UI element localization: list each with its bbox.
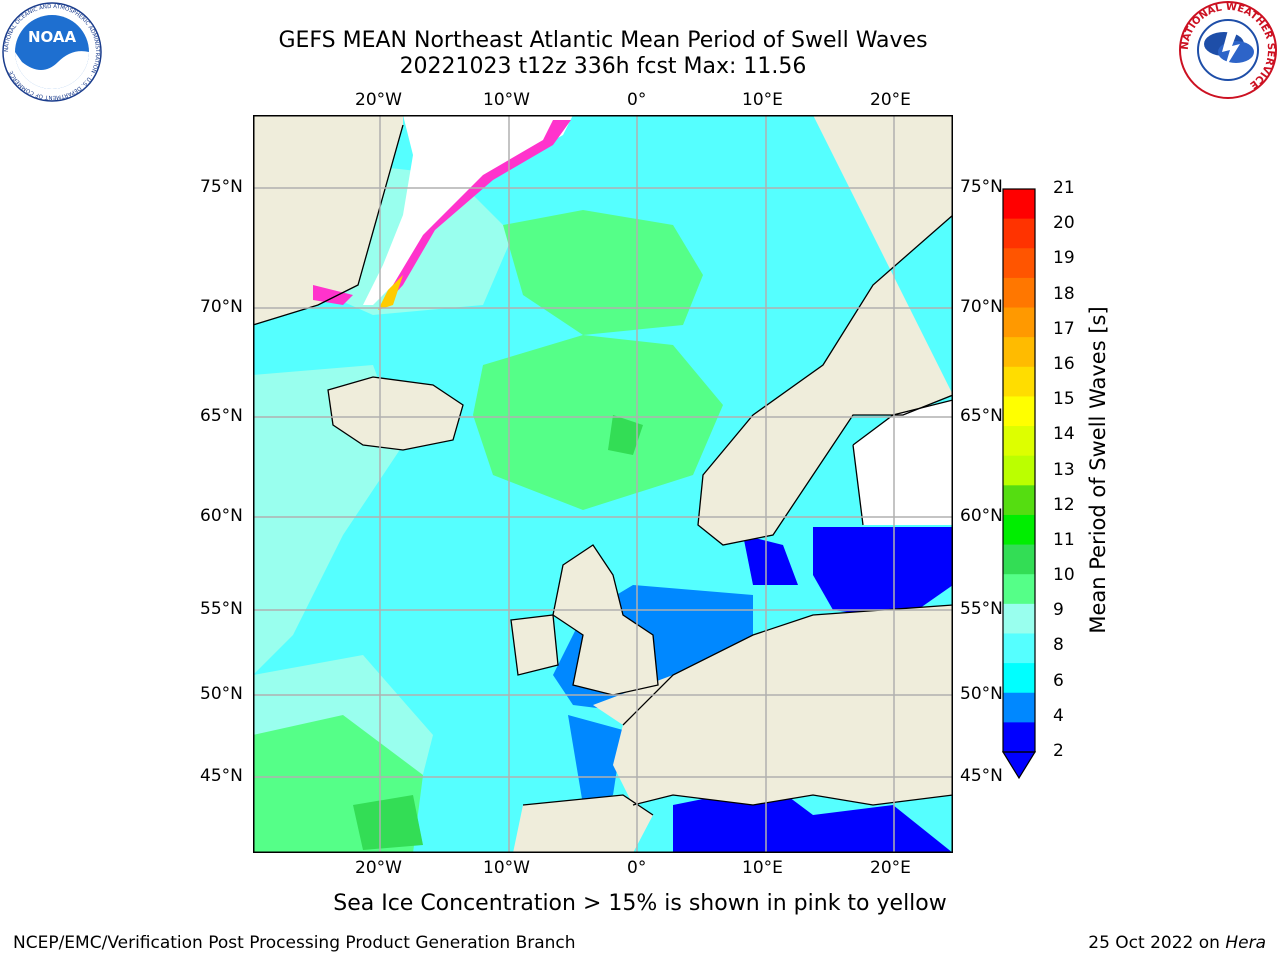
colorbar-band: [1003, 189, 1035, 220]
colorbar-band: [1003, 337, 1035, 368]
lat-tick-left: 45°N: [200, 766, 243, 786]
iceland-land: [328, 377, 463, 450]
lat-tick-right: 50°N: [960, 684, 1003, 704]
colorbar-tick: 14: [1053, 424, 1075, 445]
chart-title: GEFS MEAN Northeast Atlantic Mean Period…: [278, 28, 928, 53]
continental-europe-land: [593, 605, 953, 805]
colorbar-band: [1003, 633, 1035, 664]
chart-subtitle: 20221023 t12z 336h fcst Max: 11.56: [399, 54, 807, 79]
colorbar-tick: 12: [1053, 494, 1075, 515]
colorbar-band: [1003, 218, 1035, 249]
colorbar-tick: 18: [1053, 283, 1075, 304]
colorbar-band: [1003, 514, 1035, 546]
lon-tick-top: 20°W: [355, 90, 402, 110]
colorbar-tick: 2: [1053, 741, 1064, 761]
lat-tick-right: 70°N: [960, 297, 1003, 317]
colorbar-tick: 11: [1053, 529, 1075, 550]
colorbar-band: [1003, 366, 1035, 398]
graticule: [253, 115, 953, 853]
colorbar-band: [1003, 396, 1035, 427]
colorbar: [1001, 188, 1037, 780]
lon-tick-top: 10°W: [483, 90, 530, 110]
colorbar-tick: 19: [1053, 248, 1075, 269]
sea-ice-area: [363, 115, 573, 305]
colorbar-band: [1003, 426, 1035, 457]
sea-ice-note: Sea Ice Concentration > 15% is shown in …: [333, 891, 947, 916]
colorbar-label: Mean Period of Swell Waves [s]: [1086, 306, 1110, 634]
lon-tick-top: 20°E: [870, 90, 911, 110]
lat-tick-left: 60°N: [200, 506, 243, 526]
colorbar-band: [1003, 277, 1035, 309]
colorbar-tick: 13: [1053, 459, 1075, 480]
lon-tick-bottom: 20°E: [870, 858, 911, 878]
colorbar-tick: 15: [1053, 389, 1075, 410]
footer-host: Hera: [1225, 933, 1266, 953]
colorbar-extend-arrow: [1001, 751, 1037, 780]
colorbar-tick: 20: [1053, 213, 1075, 234]
colorbar-band: [1003, 455, 1035, 486]
lat-tick-right: 65°N: [960, 406, 1003, 426]
colorbar-tick: 8: [1053, 635, 1064, 656]
lat-tick-left: 50°N: [200, 684, 243, 704]
ireland-land: [511, 615, 558, 675]
green-swell-area: [503, 210, 703, 335]
lat-tick-left: 75°N: [200, 177, 243, 197]
map-panel: [252, 115, 954, 853]
colorbar-band: [1003, 663, 1035, 694]
lon-tick-bottom: 20°W: [355, 858, 402, 878]
sea-ice-edge: [383, 120, 571, 307]
colorbar-band: [1003, 574, 1035, 605]
colorbar-tick: 10: [1053, 565, 1075, 586]
footer-credit: NCEP/EMC/Verification Post Processing Pr…: [13, 933, 576, 953]
colorbar-band: [1003, 307, 1035, 338]
colorbar-tick: 16: [1053, 353, 1075, 374]
lon-tick-bottom: 10°E: [742, 858, 783, 878]
greenland-land: [253, 115, 403, 325]
colorbar-tick: 6: [1053, 670, 1064, 691]
baltic-sea: [813, 527, 953, 620]
colorbar-band: [1003, 485, 1035, 516]
scandinavia-land: [698, 115, 953, 545]
colorbar-band: [1003, 692, 1035, 723]
bright-green-area: [353, 795, 423, 850]
lat-tick-left: 65°N: [200, 406, 243, 426]
iberia-land: [513, 795, 653, 853]
colorbar-tick: 17: [1053, 318, 1075, 339]
svg-text:NOAA: NOAA: [28, 28, 77, 46]
great-britain-land: [553, 545, 658, 695]
lat-tick-left: 70°N: [200, 297, 243, 317]
nws-logo: NATIONAL WEATHER SERVICE: [1178, 0, 1278, 100]
lon-tick-bottom: 0°: [627, 858, 647, 878]
colorbar-tick: 4: [1053, 705, 1064, 726]
lat-tick-right: 45°N: [960, 766, 1003, 786]
lat-tick-right: 55°N: [960, 599, 1003, 619]
colorbar-band: [1003, 722, 1035, 753]
colorbar-tick: 9: [1053, 600, 1064, 621]
swell-period-map: [252, 115, 954, 853]
colorbar-band: [1003, 603, 1035, 635]
colorbar-band: [1003, 544, 1035, 575]
lon-tick-top: 0°: [627, 90, 647, 110]
lat-tick-right: 60°N: [960, 506, 1003, 526]
colorbar-band: [1003, 248, 1035, 279]
lat-tick-right: 75°N: [960, 177, 1003, 197]
gulf-of-bothnia-ice: [853, 400, 953, 525]
lon-tick-top: 10°E: [742, 90, 783, 110]
noaa-logo: NATIONAL OCEANIC AND ATMOSPHERIC ADMINIS…: [2, 2, 102, 102]
lon-tick-bottom: 10°W: [483, 858, 530, 878]
lat-tick-left: 55°N: [200, 599, 243, 619]
coastlines: [252, 124, 954, 816]
colorbar-tick: 21: [1053, 178, 1075, 198]
footer-date: 25 Oct 2022 on Hera: [1088, 933, 1266, 953]
